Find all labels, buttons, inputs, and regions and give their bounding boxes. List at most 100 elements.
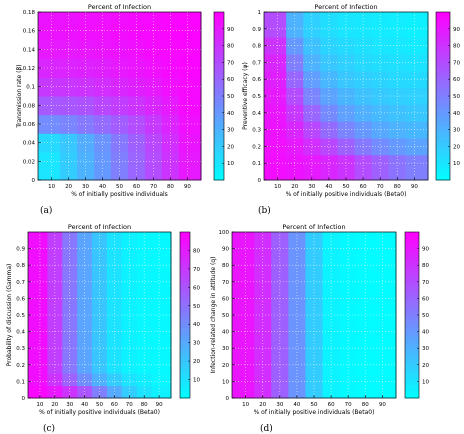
colorbar-tick-label: 80 <box>422 263 429 269</box>
colorbar-tick-label: 40 <box>422 330 429 336</box>
colorbar-swatch <box>214 45 224 51</box>
colorbar-swatch <box>436 41 450 46</box>
heatmap-cell <box>60 12 78 41</box>
heatmap-cell <box>354 154 373 181</box>
colorbar-swatch <box>436 138 450 143</box>
x-axis-label: % of initially positive individuals (Bet… <box>254 409 375 416</box>
y-tick-label: 0 <box>226 396 230 402</box>
colorbar-swatch <box>180 352 190 357</box>
heatmap-cell <box>144 133 163 153</box>
heatmap-cell <box>178 77 202 97</box>
colorbar-swatch <box>214 20 224 25</box>
y-tick-label: 0.5 <box>252 94 261 100</box>
heatmap-cell <box>320 104 338 122</box>
colorbar-swatch <box>180 344 190 349</box>
y-axis-label: Preventive efficacy (φ) <box>242 62 249 130</box>
y-tick-label: 0.6 <box>16 296 25 302</box>
heatmap-cell <box>151 385 172 399</box>
heatmap-cell <box>136 306 153 324</box>
colorbar-swatch <box>436 100 450 105</box>
colorbar-swatch <box>214 41 224 46</box>
colorbar-swatch <box>180 306 190 312</box>
colorbar: 10 20 30 40 50 60 70 80 90 <box>213 11 234 181</box>
y-tick-label: 0.3 <box>252 128 261 134</box>
colorbar-swatch <box>405 248 419 254</box>
heatmap-cell <box>94 77 112 97</box>
colorbar: 10 20 30 40 50 60 70 80 90 <box>435 11 460 181</box>
colorbar-tick-label: 50 <box>193 304 200 310</box>
heatmap-cell <box>47 385 63 399</box>
colorbar-swatch <box>180 319 190 324</box>
x-tick-label: 30 <box>308 184 315 190</box>
x-tick-label: 90 <box>411 184 418 190</box>
heatmap-cell <box>320 70 338 89</box>
heatmap-cell <box>28 232 48 258</box>
x-tick-label: 90 <box>184 184 191 190</box>
heatmap-cell <box>111 12 129 41</box>
heatmap-cell <box>264 87 287 105</box>
heatmap-cell <box>371 104 390 122</box>
colorbar-swatch <box>436 117 450 122</box>
colorbar-swatch <box>405 344 419 349</box>
colorbar-swatch <box>214 175 224 181</box>
y-tick-label: 0.2 <box>16 363 25 369</box>
colorbar-swatch <box>214 100 224 105</box>
colorbar-tick-label: 40 <box>193 322 200 328</box>
heatmap-cell <box>264 154 287 181</box>
heatmap-cell <box>77 12 95 41</box>
heatmap-cell <box>151 323 172 341</box>
x-tick-label: 40 <box>325 184 332 190</box>
heatmap-cell <box>62 356 78 374</box>
x-tick-label: 40 <box>81 402 88 408</box>
colorbar-swatch <box>180 277 190 283</box>
heatmap-cell <box>232 232 255 266</box>
x-tick-label: 40 <box>99 184 106 190</box>
colorbar-swatch <box>180 302 190 308</box>
y-axis-label: Transmission rate (β) <box>16 64 23 128</box>
y-tick-label: 0.1 <box>252 161 261 167</box>
colorbar-tick-label: 90 <box>422 247 429 253</box>
colorbar-swatch <box>405 256 419 262</box>
heatmap-cell <box>288 265 306 299</box>
colorbar-swatch <box>436 104 450 109</box>
colorbar-tick-label: 10 <box>193 378 200 384</box>
heatmap-cells <box>232 232 397 399</box>
colorbar-swatch <box>214 66 224 72</box>
colorbar-swatch <box>180 315 190 320</box>
colorbar-swatch <box>405 368 419 374</box>
heatmap-cell <box>151 306 172 324</box>
panel-3: 10 20 30 40 50 60 70 80 90 0 0.1 0.2 0.3 0.4 0.5 0.6 0.7… <box>6 223 200 434</box>
x-tick-label: 80 <box>167 184 174 190</box>
heatmap-cell <box>178 58 202 78</box>
y-tick-label: 0.16 <box>23 29 36 35</box>
colorbar-swatch <box>214 58 224 63</box>
colorbar-swatch <box>405 265 419 270</box>
colorbar-swatch <box>214 138 224 143</box>
heatmap-cell <box>320 154 338 181</box>
heatmap-cell <box>337 138 356 156</box>
heatmap-cell <box>339 298 358 333</box>
x-tick-label: 50 <box>96 402 103 408</box>
colorbar-swatch <box>180 327 190 332</box>
panel-caption: (a) <box>40 205 52 216</box>
colorbar-swatch <box>405 290 419 295</box>
colorbar-swatch <box>180 360 190 366</box>
colorbar-swatch <box>405 385 419 391</box>
heatmap-cell <box>38 58 61 78</box>
heatmap-cell <box>127 77 146 97</box>
heatmap-cell <box>127 12 146 41</box>
colorbar-swatch <box>405 306 419 312</box>
colorbar-swatch <box>436 54 450 59</box>
colorbar-swatch <box>214 62 224 67</box>
heatmap-cell <box>356 331 375 366</box>
heatmap-cell <box>288 331 306 366</box>
colorbar-swatch <box>436 28 450 34</box>
colorbar-swatch <box>436 108 450 114</box>
colorbar-swatch <box>180 252 190 258</box>
colorbar-swatch <box>180 310 190 316</box>
heatmap-cell <box>232 364 255 399</box>
colorbar-tick-label: 80 <box>227 44 234 50</box>
colorbar-swatch <box>180 335 190 341</box>
colorbar-swatch <box>436 75 450 80</box>
heatmap-cell <box>136 385 153 399</box>
